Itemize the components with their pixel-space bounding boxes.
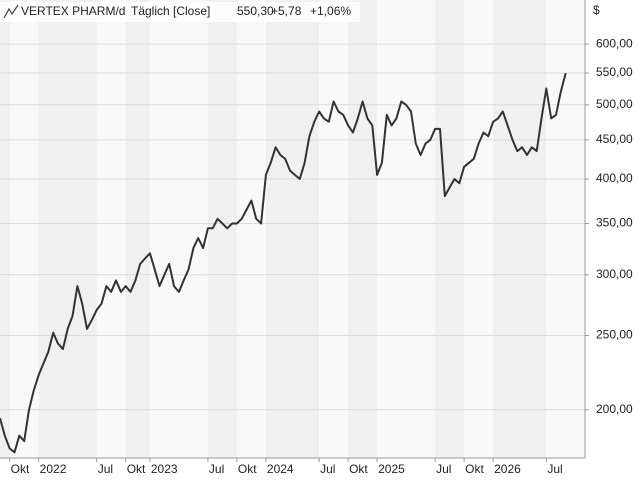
x-tick-label: Jul — [98, 462, 113, 476]
header: VERTEX PHARM/d Täglich [Close] 550,30 +5… — [0, 2, 360, 22]
change: +5,78 — [271, 4, 302, 18]
x-tick-label: 2026 — [494, 462, 521, 476]
x-tick-label: Okt — [465, 462, 484, 476]
x-tick-label: 2022 — [40, 462, 67, 476]
y-tick-label: 400,00 — [596, 171, 633, 185]
background-band — [0, 0, 10, 458]
x-tick-label: Jul — [547, 462, 562, 476]
background-band — [464, 0, 494, 458]
chart-title: VERTEX PHARM/d — [21, 4, 125, 18]
background-band — [125, 0, 150, 458]
x-tick-label: Okt — [349, 462, 368, 476]
background-band — [149, 0, 208, 458]
chart-subtitle: Täglich [Close] — [131, 4, 210, 18]
x-tick-label: 2025 — [378, 462, 405, 476]
y-tick-label: 450,00 — [596, 132, 633, 146]
background-band — [38, 0, 97, 458]
x-tick-label: Okt — [238, 462, 257, 476]
background-band — [319, 0, 349, 458]
background-bands — [0, 0, 585, 458]
y-tick-label: 250,00 — [596, 328, 633, 342]
last-price: 550,30 — [237, 4, 274, 18]
chart-icon — [3, 4, 19, 19]
y-tick-label: 300,00 — [596, 267, 633, 281]
background-band — [265, 0, 320, 458]
background-band — [236, 0, 266, 458]
plot — [0, 72, 567, 454]
x-tick-label: Okt — [11, 462, 30, 476]
background-band — [96, 0, 126, 458]
x-tick-label: Jul — [209, 462, 224, 476]
header-bg — [0, 2, 360, 22]
y-tick-label: 600,00 — [596, 36, 633, 50]
background-band — [348, 0, 378, 458]
grid — [0, 43, 589, 462]
y-tick-label: 500,00 — [596, 97, 633, 111]
y-tick-label: 200,00 — [596, 402, 633, 416]
background-band — [435, 0, 465, 458]
currency: $ — [593, 3, 600, 17]
x-tick-label: Jul — [320, 462, 335, 476]
background-band — [9, 0, 39, 458]
y-tick-label: 550,00 — [596, 65, 633, 79]
y-tick-label: 350,00 — [596, 216, 633, 230]
x-tick-label: 2023 — [151, 462, 178, 476]
x-tick-label: Jul — [436, 462, 451, 476]
x-tick-label: Okt — [127, 462, 146, 476]
x-tick-label: 2024 — [267, 462, 294, 476]
background-band — [546, 0, 585, 458]
price-line — [0, 72, 567, 454]
background-band — [377, 0, 436, 458]
background-band — [493, 0, 547, 458]
change-percent: +1,06% — [310, 4, 351, 18]
